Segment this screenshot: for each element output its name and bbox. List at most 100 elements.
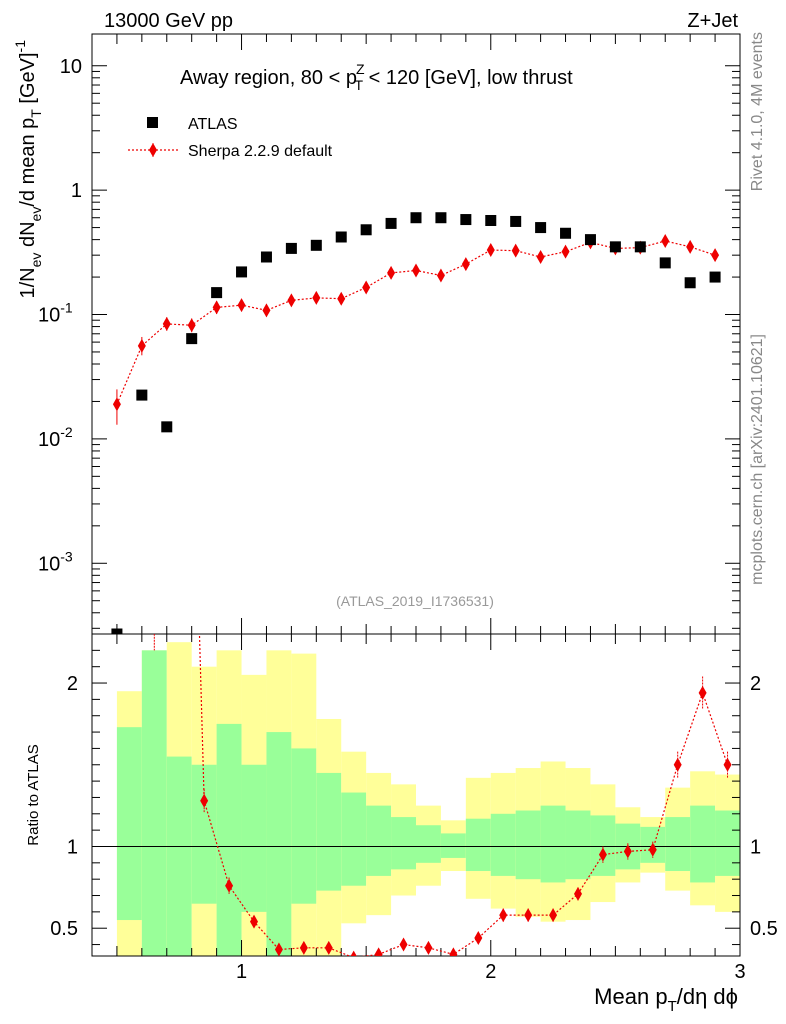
y-tick-label: 10-2: [38, 424, 73, 451]
ratio-y-tick-label-left: 0.5: [50, 918, 78, 940]
sherpa-point: [337, 291, 346, 306]
atlas-point: [435, 212, 447, 224]
xlabel-a: Mean p: [594, 984, 667, 1009]
sherpa-point: [436, 268, 445, 283]
atlas-point: [236, 266, 248, 278]
sherpa-point: [112, 397, 121, 412]
xlabel-b: /dη dϕ: [677, 984, 738, 1009]
ratio-band-inner: [440, 833, 466, 858]
atlas-point: [310, 239, 322, 251]
title-part-a: Away region, 80 < p: [180, 67, 357, 89]
ratio-band-inner: [416, 825, 441, 863]
sherpa-point: [237, 298, 246, 313]
ylabel-a: 1/N: [17, 267, 39, 298]
sherpa-ratio-point: [200, 793, 209, 808]
ylabel-d: [GeV]: [17, 52, 39, 109]
atlas-point: [260, 251, 272, 263]
atlas-point: [709, 271, 721, 283]
sherpa-ratio-point: [474, 931, 483, 946]
atlas-point: [335, 231, 347, 243]
legend: ATLAS Sherpa 2.2.9 default: [128, 116, 333, 160]
sherpa-ratio-point: [648, 842, 657, 857]
main-y-axis-label: 1/Nev dNev/d mean pT [GeV]-1: [12, 40, 44, 299]
sherpa-point: [137, 338, 146, 353]
ratio-band-inner: [540, 805, 566, 883]
ylabel-sup: -1: [12, 40, 28, 53]
x-axis-ticks: [91, 34, 741, 956]
main-y-tick-labels: 10-3 10-2 10-1 1 10: [38, 56, 82, 576]
atlas-point: [584, 234, 596, 246]
sherpa-point: [162, 316, 171, 331]
sherpa-ratio-point: [150, 598, 158, 612]
ratio-band-inner: [341, 792, 367, 886]
sherpa-ratio-point: [350, 950, 357, 956]
sherpa-ratio-point: [524, 908, 533, 923]
x-tick-label: 3: [734, 961, 745, 983]
sherpa-point: [561, 244, 570, 259]
sherpa-point: [312, 290, 321, 305]
ratio-y-axis-label: Ratio to ATLAS: [25, 744, 42, 845]
atlas-point: [385, 217, 397, 229]
ratio-band-inner: [565, 810, 591, 880]
ratio-band-inner: [715, 810, 740, 876]
atlas-point: [659, 257, 671, 269]
atlas-point: [634, 241, 646, 253]
atlas-point: [211, 287, 223, 299]
ratio-band-inner: [590, 815, 616, 876]
analysis-id: (ATLAS_2019_I1736531): [336, 593, 494, 609]
sherpa-point: [262, 303, 271, 318]
ratio-y-tick-label-left: 1: [67, 836, 78, 858]
sherpa-ratio-point: [673, 757, 682, 772]
sherpa-ratio-point: [225, 878, 234, 893]
ratio-y-tick-label-right: 0.5: [750, 918, 778, 940]
atlas-point: [285, 242, 297, 254]
ylabel-sub1: ev: [28, 253, 44, 268]
sherpa-ratio-point: [499, 908, 508, 923]
atlas-point: [535, 222, 547, 234]
sherpa-point: [362, 280, 371, 295]
sherpa-ratio-point: [549, 908, 558, 923]
ratio-y-tick-label-left: 2: [67, 673, 78, 695]
ratio-y-tick-labels: 0.5 0.5 1 1 2 2: [50, 673, 778, 940]
title-sub: T: [355, 77, 364, 93]
ratio-band-inner: [116, 727, 142, 921]
sherpa-ratio-point: [723, 757, 732, 772]
ratio-band-inner: [690, 805, 716, 883]
sherpa-point: [486, 243, 495, 258]
atlas-point: [161, 421, 173, 433]
ratio-band-inner: [241, 764, 267, 912]
sherpa-ratio-point: [399, 937, 408, 952]
ratio-band-inner: [216, 723, 242, 956]
sherpa-point: [187, 318, 196, 333]
ratio-band-inner: [665, 817, 691, 872]
sherpa-point: [711, 248, 720, 263]
ratio-band-inner: [515, 810, 541, 880]
title-sup: Z: [356, 61, 365, 77]
atlas-point: [360, 224, 372, 236]
atlas-point: [510, 215, 522, 227]
ylabel-sub3: T: [28, 109, 44, 118]
ratio-band-inner: [291, 748, 317, 904]
sherpa-ratio-point: [698, 685, 707, 700]
ylabel-c: /d mean p: [17, 118, 39, 207]
ratio-band-inner: [266, 732, 292, 956]
legend-atlas-label: ATLAS: [188, 116, 238, 133]
sherpa-ratio-point: [623, 844, 632, 859]
x-tick-label: 1: [236, 961, 247, 983]
ratio-band-inner: [141, 650, 167, 956]
sherpa-ratio-point: [274, 942, 283, 956]
sherpa-point: [287, 293, 296, 308]
sherpa-point: [686, 239, 695, 254]
y-tick-label: 10: [60, 56, 82, 78]
sherpa-ratio-point: [250, 914, 258, 929]
sherpa-point: [461, 257, 470, 272]
sherpa-ratio-point: [299, 940, 308, 955]
sherpa-point: [387, 265, 396, 280]
sherpa-ratio-point: [324, 940, 333, 955]
ratio-band-inner: [465, 818, 491, 872]
sherpa-ratio-point: [424, 940, 433, 955]
atlas-point: [485, 214, 497, 226]
atlas-point: [684, 277, 696, 289]
ratio-y-tick-label-right: 2: [750, 673, 761, 695]
